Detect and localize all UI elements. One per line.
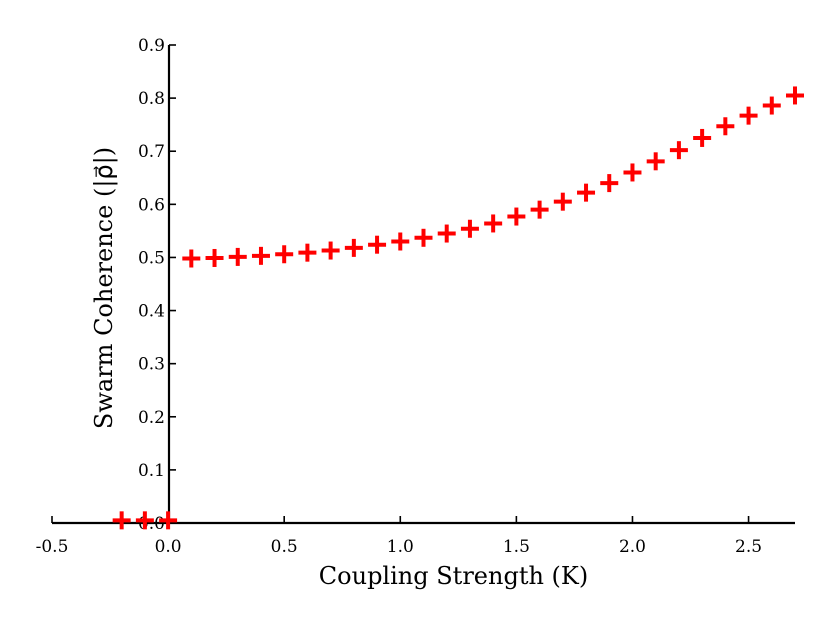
axes <box>52 45 795 525</box>
data-point <box>391 232 410 251</box>
y-tick-label: 0.1 <box>138 461 165 481</box>
y-tick-label: 0.2 <box>138 408 165 428</box>
y-tick-label: 0.4 <box>138 302 165 322</box>
x-tick-label: 1.0 <box>387 537 414 557</box>
y-tick-label: 0.3 <box>138 355 165 375</box>
data-point <box>716 117 735 136</box>
data-point <box>321 241 340 260</box>
data-point <box>623 163 642 182</box>
data-point <box>739 106 758 125</box>
data-point <box>600 174 619 193</box>
x-tick-label: 2.0 <box>619 537 646 557</box>
y-tick-label: 0.8 <box>138 89 165 109</box>
data-point <box>228 247 247 266</box>
data-point <box>484 214 503 233</box>
data-point <box>437 224 456 243</box>
data-point <box>530 200 549 219</box>
data-point <box>344 238 363 257</box>
data-point <box>135 511 154 530</box>
y-tick-label: 0.0 <box>138 514 165 534</box>
data-point <box>669 141 688 160</box>
data-point <box>646 152 665 171</box>
y-tick-label: 0.6 <box>138 195 165 215</box>
data-point <box>414 228 433 247</box>
data-point <box>577 183 596 202</box>
x-tick-label: 1.5 <box>503 537 530 557</box>
data-point <box>786 86 804 105</box>
y-ticks: 0.0 0.1 0.2 0.3 0.4 0.5 0.6 0.7 0.8 0.9 <box>138 36 176 534</box>
data-point <box>275 245 294 264</box>
data-point <box>159 511 178 530</box>
data-point <box>693 128 712 147</box>
x-axis-title: Coupling Strength (K) <box>319 562 588 590</box>
data-point <box>298 243 317 262</box>
data-point <box>507 207 526 226</box>
y-tick-label: 0.7 <box>138 142 165 162</box>
data-point <box>112 511 131 530</box>
data-point <box>460 219 479 238</box>
data-point <box>762 96 781 115</box>
data-point <box>553 192 572 211</box>
data-point <box>368 235 387 254</box>
x-ticks: -0.5 0.0 0.5 1.0 1.5 2.0 2.5 <box>36 516 762 557</box>
data-point <box>251 246 270 265</box>
data-points <box>112 86 804 530</box>
x-tick-label: 0.5 <box>271 537 298 557</box>
x-tick-label: 0.0 <box>155 537 182 557</box>
data-point <box>182 249 201 268</box>
x-tick-label: -0.5 <box>36 537 69 557</box>
x-tick-label: 2.5 <box>735 537 762 557</box>
y-axis-title: Swarm Coherence (|ρ⃗|) <box>90 147 119 429</box>
y-tick-label: 0.9 <box>138 36 165 56</box>
y-tick-label: 0.5 <box>138 248 165 268</box>
data-point <box>205 248 224 267</box>
